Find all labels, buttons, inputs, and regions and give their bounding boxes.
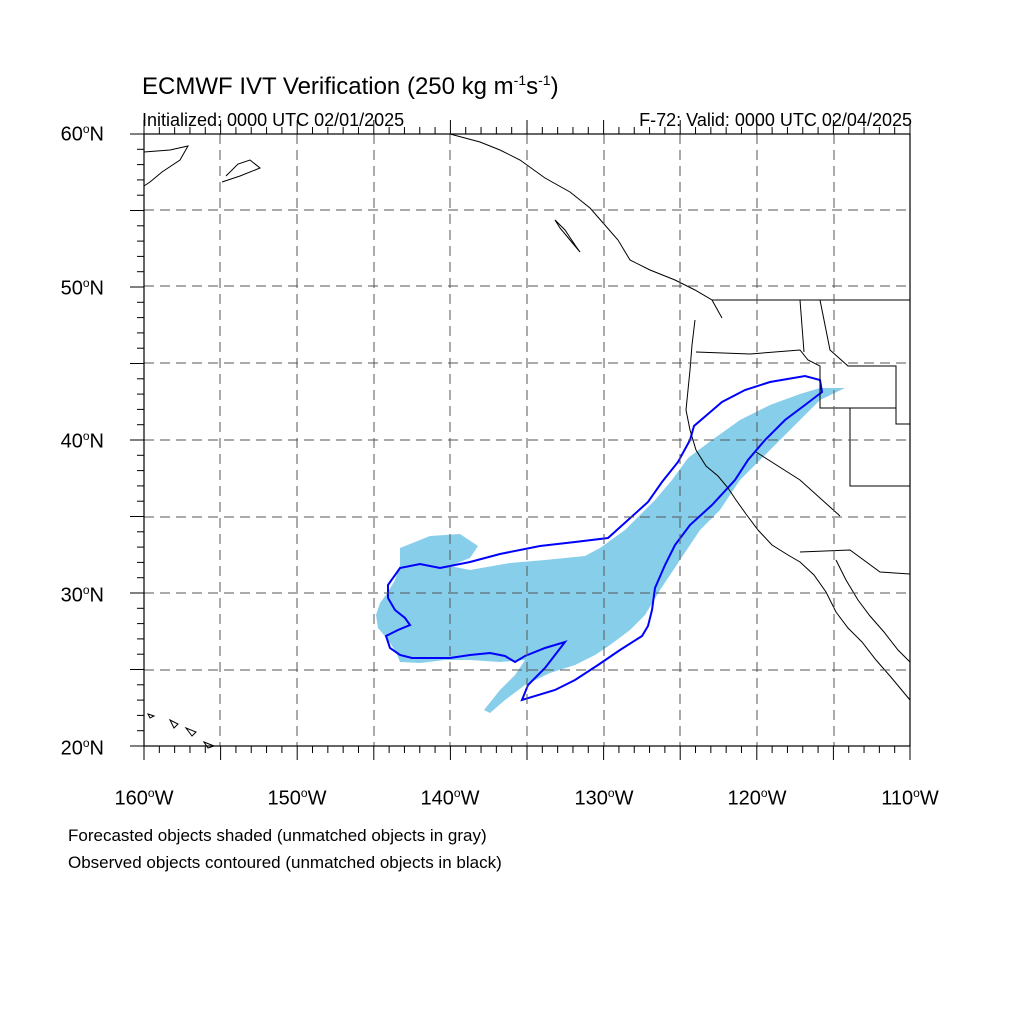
hawaii-islands [147, 713, 216, 749]
lat-label-40: 40oN [60, 429, 104, 453]
lon-label-130: 130oW [574, 786, 634, 810]
lon-label-140: 140oW [420, 786, 480, 810]
forecast-note: Forecasted objects shaded (unmatched obj… [68, 826, 487, 845]
aleutian-islands [221, 159, 261, 183]
forecast-object [376, 388, 845, 713]
observed-contour [384, 374, 824, 702]
valid-time-label: F-72: Valid: 0000 UTC 02/04/2025 [639, 110, 912, 130]
observed-note: Observed objects contoured (unmatched ob… [68, 853, 502, 872]
queen-charlotte-islands [554, 219, 581, 253]
lon-label-110: 110oW [881, 786, 939, 810]
lat-label-30: 30oN [60, 583, 104, 607]
graticule [144, 134, 910, 746]
chart-title: ECMWF IVT Verification (250 kg m-1s-1) [142, 72, 559, 100]
baja-gulf-coast [835, 559, 911, 663]
lat-label-60: 60oN [60, 122, 104, 146]
lon-label-150: 150oW [267, 786, 327, 810]
state-borders [695, 299, 911, 575]
lon-label-160: 160oW [114, 786, 174, 810]
lat-label-20: 20oN [60, 736, 104, 760]
us-west-coast [685, 319, 911, 701]
lat-label-50: 50oN [60, 276, 104, 300]
bc-coast [449, 133, 723, 319]
tick-marks [130, 120, 911, 760]
alaska-coast [143, 145, 189, 187]
initialized-label: Initialized: 0000 UTC 02/01/2025 [142, 110, 405, 130]
lon-label-120: 120oW [727, 786, 787, 810]
